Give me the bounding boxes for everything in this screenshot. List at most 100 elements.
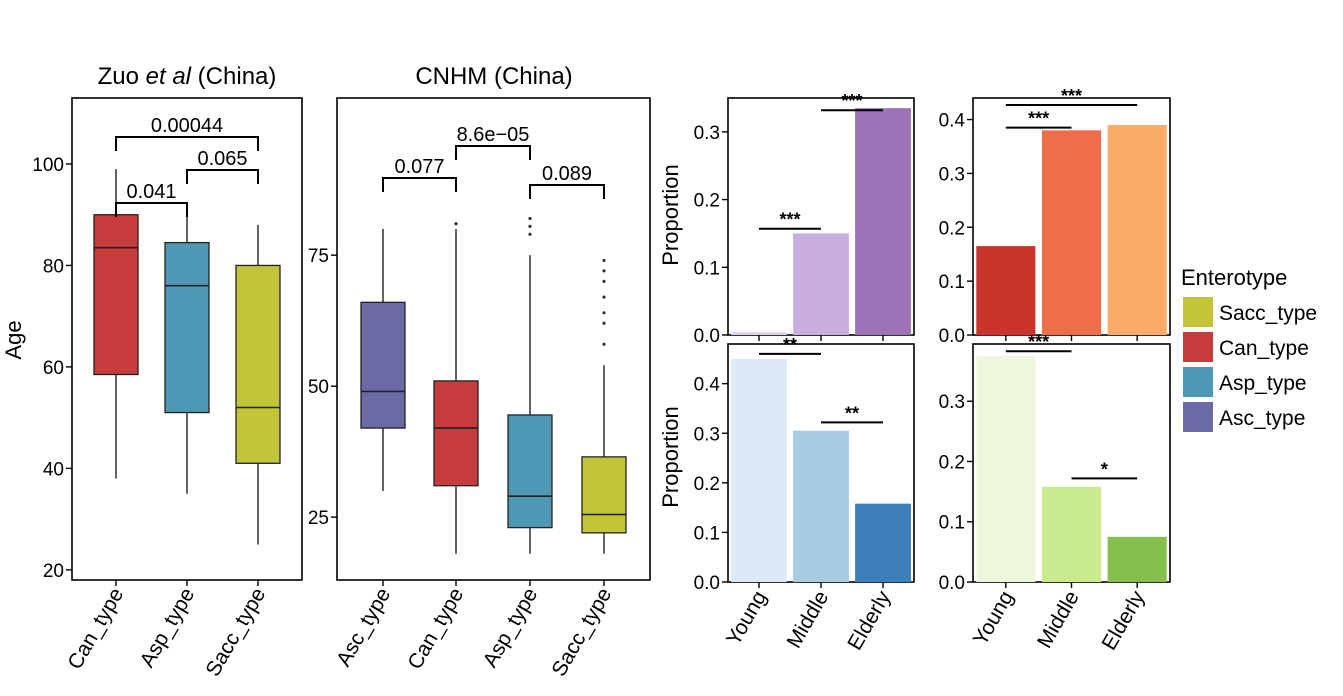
significance-stars: ** bbox=[845, 403, 859, 423]
proportion-axis-label-top: Proportion bbox=[658, 164, 683, 266]
y-tick-label: 0.3 bbox=[694, 424, 720, 445]
significance-bracket bbox=[382, 177, 457, 192]
bar-middle bbox=[1041, 130, 1102, 335]
legend-label-sacc: Sacc_type bbox=[1219, 302, 1317, 325]
legend-swatch-sacc bbox=[1183, 297, 1213, 327]
significance-bracket bbox=[115, 136, 259, 151]
y-tick-label: 0.3 bbox=[939, 164, 965, 185]
y-tick-label: 25 bbox=[308, 508, 329, 529]
boxplot-panel-1: 20 40 60 80 100 Can_type Asp_type Sacc_type 0.04… bbox=[32, 97, 303, 680]
p-value-label: 0.089 bbox=[542, 163, 592, 185]
x-tick-label: Asp_type bbox=[136, 584, 200, 671]
outlier-point bbox=[602, 258, 606, 263]
significance-stars: ** bbox=[783, 335, 797, 355]
legend-swatch-can bbox=[1183, 332, 1213, 362]
x-tick-label: Can_type bbox=[63, 584, 128, 673]
y-tick-label: 80 bbox=[43, 256, 64, 277]
y-tick-label: 40 bbox=[43, 459, 64, 480]
y-tick-label: 0.2 bbox=[694, 474, 720, 495]
box-asc-type bbox=[360, 301, 406, 429]
y-tick-label: 0.3 bbox=[694, 123, 720, 144]
legend-swatch-asc bbox=[1183, 402, 1213, 432]
bar-panel-2: 0.0 0.1 0.2 0.3 0.4 *** *** bbox=[939, 86, 1171, 347]
bar-young bbox=[976, 246, 1036, 335]
outlier-point bbox=[602, 279, 606, 283]
significance-stars: *** bbox=[1028, 109, 1049, 129]
bar-middle bbox=[793, 233, 849, 335]
cnhm-title: CNHM (China) bbox=[415, 63, 572, 90]
y-tick-label: 0.2 bbox=[694, 191, 720, 212]
x-tick-label: Middle bbox=[782, 587, 833, 652]
outlier-point bbox=[454, 222, 458, 226]
bar-elderly bbox=[855, 108, 911, 336]
significance-stars: *** bbox=[1028, 332, 1049, 352]
y-tick-label: 0.4 bbox=[694, 375, 721, 396]
x-tick-label: Can_type bbox=[403, 584, 468, 673]
x-tick-label: Young bbox=[969, 587, 1018, 649]
significance-stars: * bbox=[1101, 459, 1108, 479]
bar-young bbox=[731, 332, 787, 335]
y-tick-label: 0.1 bbox=[694, 258, 720, 279]
static-layer: Zuo et al (China) CNHM (China) Age Propo… bbox=[1, 63, 1317, 508]
y-tick-label: 0.2 bbox=[939, 218, 965, 239]
y-tick-label: 0.0 bbox=[694, 573, 720, 594]
outlier-point bbox=[528, 232, 532, 236]
bar-panel-1: 0.0 0.1 0.2 0.3 *** *** bbox=[694, 91, 915, 347]
y-tick-label: 75 bbox=[308, 246, 329, 267]
significance-stars: *** bbox=[841, 91, 862, 111]
boxplot-panel-2: 25 50 75 Asc_type Can_type Asp_type Sacc_type 0… bbox=[308, 97, 651, 680]
outlier-point bbox=[602, 269, 606, 273]
x-tick-label: Asp_type bbox=[479, 584, 543, 671]
y-tick-label: 0.2 bbox=[939, 452, 965, 473]
legend-swatch-asp bbox=[1183, 367, 1213, 397]
significance-stars: *** bbox=[779, 210, 800, 230]
x-tick-label: Elderly bbox=[1097, 587, 1149, 655]
bar-young bbox=[976, 356, 1036, 582]
p-value-label: 0.077 bbox=[394, 156, 444, 178]
outlier-point bbox=[602, 321, 606, 325]
outlier-point bbox=[602, 342, 606, 346]
significance-bracket bbox=[529, 184, 605, 199]
bar-elderly bbox=[1107, 124, 1167, 335]
y-tick-label: 0.4 bbox=[939, 111, 966, 132]
x-tick-label: Asc_type bbox=[332, 584, 395, 670]
y-tick-label: 0.3 bbox=[939, 392, 965, 413]
bar-elderly bbox=[1107, 536, 1167, 582]
outlier-point bbox=[528, 216, 532, 221]
y-tick-label: 0.0 bbox=[694, 326, 720, 347]
p-value-label: 0.065 bbox=[197, 148, 247, 170]
y-tick-label: 100 bbox=[32, 155, 64, 176]
box-can-type bbox=[433, 380, 479, 487]
p-value-label: 0.041 bbox=[126, 181, 176, 203]
y-tick-label: 0.0 bbox=[939, 326, 965, 347]
legend-title: Enterotype bbox=[1181, 265, 1287, 290]
significance-stars: *** bbox=[1061, 86, 1082, 106]
x-tick-label: Sacc_type bbox=[201, 584, 270, 680]
zuo-title: Zuo et al (China) bbox=[98, 63, 277, 90]
y-tick-label: 0.1 bbox=[694, 523, 720, 544]
legend: Enterotype Sacc_type Can_type Asp_type A… bbox=[1181, 265, 1317, 432]
legend-label-can: Can_type bbox=[1219, 337, 1309, 360]
bar-panel-3: 0.0 0.1 0.2 0.3 0.4 Young Middle Elderly ** ** bbox=[694, 335, 915, 655]
x-tick-label: Elderly bbox=[843, 587, 895, 655]
outlier-point bbox=[602, 295, 606, 299]
proportion-axis-label-bottom: Proportion bbox=[658, 406, 683, 508]
p-value-label: 0.00044 bbox=[151, 115, 223, 137]
y-tick-label: 60 bbox=[43, 358, 64, 379]
x-tick-label: Sacc_type bbox=[547, 584, 616, 680]
significance-bracket bbox=[186, 169, 259, 184]
x-tick-label: Young bbox=[722, 587, 771, 649]
x-tick-label: Middle bbox=[1033, 587, 1084, 652]
significance-bracket bbox=[115, 202, 188, 217]
box-asp-type bbox=[164, 241, 210, 414]
bar-middle bbox=[1041, 486, 1102, 582]
age-axis-label: Age bbox=[1, 320, 26, 359]
outlier-point bbox=[528, 224, 532, 228]
legend-label-asp: Asp_type bbox=[1219, 372, 1307, 395]
y-tick-label: 0.0 bbox=[939, 573, 965, 594]
box-asp-type bbox=[507, 414, 553, 529]
box-sacc-type bbox=[581, 456, 627, 534]
